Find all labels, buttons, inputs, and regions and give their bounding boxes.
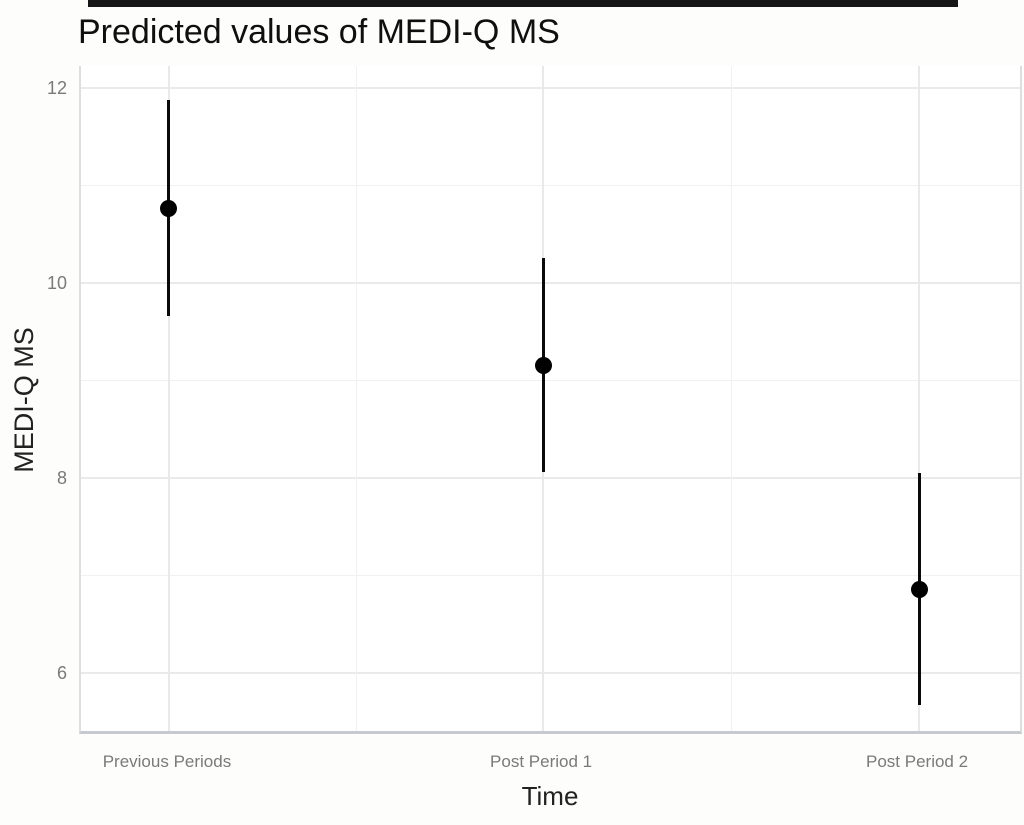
major-gridline-horizontal <box>81 476 1020 479</box>
x-tick-label: Post Period 2 <box>866 752 969 771</box>
major-gridline-horizontal <box>81 282 1020 285</box>
major-gridline-vertical <box>167 66 170 731</box>
y-tick-label: 10 <box>46 273 67 294</box>
point-estimate <box>160 199 178 217</box>
major-gridline-horizontal <box>81 671 1020 674</box>
y-tick-label: 8 <box>56 467 67 488</box>
minor-gridline-horizontal <box>81 574 1020 576</box>
y-tick-label: 6 <box>56 662 67 683</box>
point-estimate <box>910 581 928 599</box>
y-axis-title: MEDI-Q MS <box>9 327 39 473</box>
minor-gridline-vertical <box>730 66 732 731</box>
x-tick-label: Previous Periods <box>102 752 232 771</box>
chart-title: Predicted values of MEDI-Q MS <box>78 13 560 51</box>
minor-gridline-vertical <box>355 66 357 731</box>
plot-panel <box>79 66 1022 734</box>
major-gridline-vertical <box>918 66 921 731</box>
x-tick-label: Post Period 1 <box>490 752 593 771</box>
cropped-top-bar <box>88 0 958 7</box>
point-estimate <box>534 357 552 375</box>
minor-gridline-horizontal <box>81 185 1020 187</box>
x-axis-title: Time <box>521 781 579 811</box>
minor-gridline-horizontal <box>81 380 1020 382</box>
major-gridline-horizontal <box>81 87 1020 90</box>
y-tick-label: 12 <box>46 78 67 99</box>
